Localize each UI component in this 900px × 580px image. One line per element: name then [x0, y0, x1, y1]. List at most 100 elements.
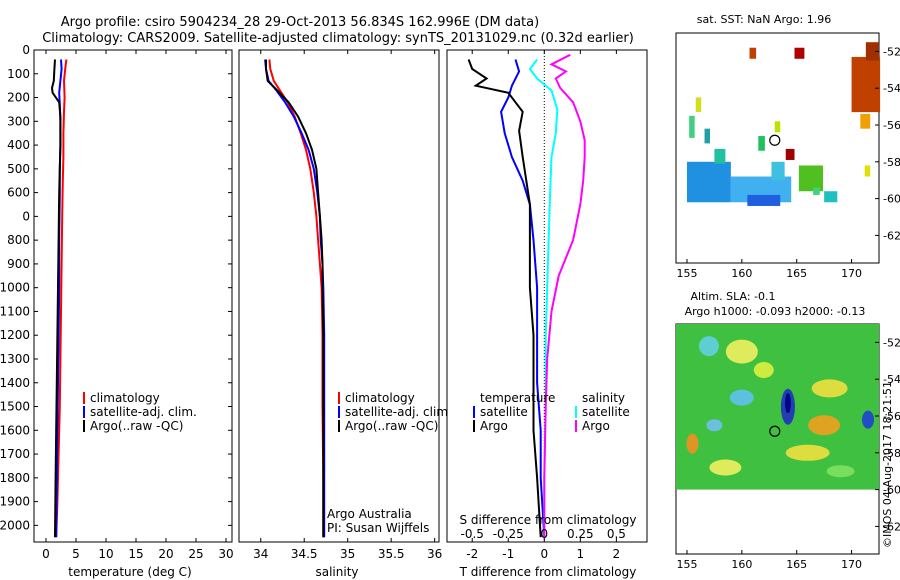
- difference-legend: temperature satellite Argo salinity sate…: [473, 391, 630, 433]
- map-y-tick-label: -60: [883, 484, 900, 497]
- series-temperature-argo: [467, 59, 542, 538]
- legend-salinity-title: salinity: [582, 391, 625, 405]
- map-y-tick-label: -62: [883, 520, 900, 533]
- legend-sat-label: satellite-adj. clim.: [90, 405, 197, 419]
- map-x-tick-label: 160: [731, 267, 752, 280]
- sla-blob: [725, 339, 758, 364]
- map-y-tick-label: -54: [883, 373, 900, 386]
- sst-cell: [860, 113, 871, 129]
- legend-t-argo-label: Argo: [480, 419, 508, 433]
- sla-map-title: Altim. SLA: -0.1: [690, 290, 775, 303]
- sla-blob: [753, 362, 774, 378]
- series-argo: [50, 59, 62, 538]
- s-diff-tick-label: 0.5: [607, 527, 626, 541]
- sst-cell: [813, 187, 820, 195]
- difference-panel: -2 -1 0 1 2 temperature satellite Argo salin…: [446, 49, 648, 579]
- annotation-pi: PI: Susan Wijffels: [327, 521, 429, 535]
- temperature-tick-label: 15: [128, 547, 143, 561]
- map-y-tick-label: -56: [883, 119, 900, 132]
- tdiff-tick-label: 2: [613, 547, 621, 561]
- sst-map-axes: 155 160 165 170 -52 -54 -56 -58 -60 -62: [676, 45, 900, 280]
- depth-tick-label: 1900: [0, 495, 30, 509]
- series-temperature-satellite: [500, 59, 546, 538]
- depth-tick-label: 1600: [0, 423, 30, 437]
- sla-blob: [811, 379, 848, 398]
- depth-tick-label: 1100: [0, 304, 30, 318]
- sst-cell: [704, 128, 711, 144]
- sla-blob: [709, 459, 742, 476]
- temperature-tick-label: 20: [158, 547, 173, 561]
- temperature-xlabel: temperature (deg C): [68, 565, 191, 579]
- sla-map-subtitle: Argo h1000: -0.093 h2000: -0.13: [685, 305, 866, 318]
- temperature-lines: [50, 59, 68, 538]
- depth-tick-label: 1400: [0, 376, 30, 390]
- sst-heatmap-cells: [686, 42, 881, 206]
- legend-argo-label: Argo(..raw -QC): [90, 419, 183, 433]
- salinity-axes-frame: [238, 49, 440, 543]
- depth-tick-label: 900: [7, 257, 30, 271]
- map-x-tick-label: 155: [676, 558, 697, 571]
- salinity-panel: 34 34.5 35 35.5 36 climatology satellite-adj…: [238, 49, 452, 579]
- legend-temperature-title: temperature: [480, 391, 555, 405]
- legend-argo-label: Argo(..raw -QC): [345, 419, 438, 433]
- difference-lines: [467, 53, 586, 538]
- t-difference-label: T difference from climatology: [459, 565, 637, 579]
- sst-cell: [865, 42, 879, 61]
- sla-map-panel: Altim. SLA: -0.1 Argo h1000: -0.093 h200…: [675, 290, 900, 571]
- temperature-legend: climatology satellite-adj. clim. Argo(..…: [83, 391, 197, 433]
- depth-tick-label: 1300: [0, 352, 30, 366]
- salinity-x-axis: 34 34.5 35 35.5 36: [253, 50, 442, 561]
- map-y-tick-label: -52: [883, 45, 900, 58]
- sla-blob: [686, 433, 699, 454]
- temperature-tick-label: 30: [218, 547, 233, 561]
- map-y-tick-label: -62: [883, 229, 900, 242]
- sla-blob: [729, 389, 754, 406]
- depth-tick-label: 1700: [0, 447, 30, 461]
- tdiff-tick-label: 1: [577, 547, 585, 561]
- sla-blob: [808, 415, 841, 436]
- map-y-tick-label: -52: [883, 336, 900, 349]
- sst-cell: [824, 191, 838, 203]
- depth-tick-label: 0: [22, 43, 30, 57]
- argo-position-marker: [769, 425, 781, 437]
- tdiff-tick-label: -1: [502, 547, 514, 561]
- sst-cell: [785, 148, 795, 160]
- map-x-tick-label: 165: [786, 267, 807, 280]
- s-diff-tick-label: 0.25: [567, 527, 594, 541]
- legend-clim-label: climatology: [90, 391, 160, 405]
- legend-t-sat-label: satellite: [480, 405, 528, 419]
- argo-position-marker: [769, 134, 781, 146]
- sst-cell: [747, 194, 781, 206]
- sst-map-frame: [675, 32, 880, 264]
- temperature-tick-label: 0: [42, 547, 50, 561]
- sla-blob: [826, 465, 855, 478]
- tdiff-tick-label: -2: [466, 547, 478, 561]
- series-climatology: [55, 59, 68, 538]
- temperature-axes-frame: [33, 49, 233, 543]
- depth-tick-label: 1500: [0, 400, 30, 414]
- depth-tick-label: 2000: [0, 518, 30, 532]
- sla-blob: [698, 336, 719, 357]
- sla-blob: [785, 444, 830, 461]
- sst-cell: [798, 165, 824, 192]
- sst-cell: [851, 56, 881, 113]
- depth-tick-label: 1200: [0, 328, 30, 342]
- salinity-tick-label: 36: [427, 547, 442, 561]
- sst-map-panel: sat. SST: NaN Argo: 1.96 155 160 165 170 -52…: [675, 13, 900, 280]
- sla-heatmap-cells: [676, 324, 879, 490]
- map-y-tick-label: -54: [883, 82, 900, 95]
- title-line-1: Argo profile: csiro 5904234_28 29-Oct-20…: [61, 15, 539, 30]
- depth-tick-label: 600: [7, 186, 30, 200]
- sst-cell: [686, 161, 731, 203]
- salinity-xlabel: salinity: [315, 565, 358, 579]
- depth-tick-label: 100: [7, 67, 30, 81]
- salinity-tick-label: 35: [340, 547, 355, 561]
- s-difference-label: S difference from climatology: [460, 513, 637, 527]
- legend-sat-label: satellite-adj. clim.: [345, 405, 452, 419]
- sla-blob: [862, 410, 875, 429]
- salinity-legend: climatology satellite-adj. clim. Argo(..…: [338, 391, 452, 433]
- map-x-tick-label: 170: [841, 558, 862, 571]
- map-y-tick-label: -58: [883, 156, 900, 169]
- sst-cell: [758, 136, 765, 151]
